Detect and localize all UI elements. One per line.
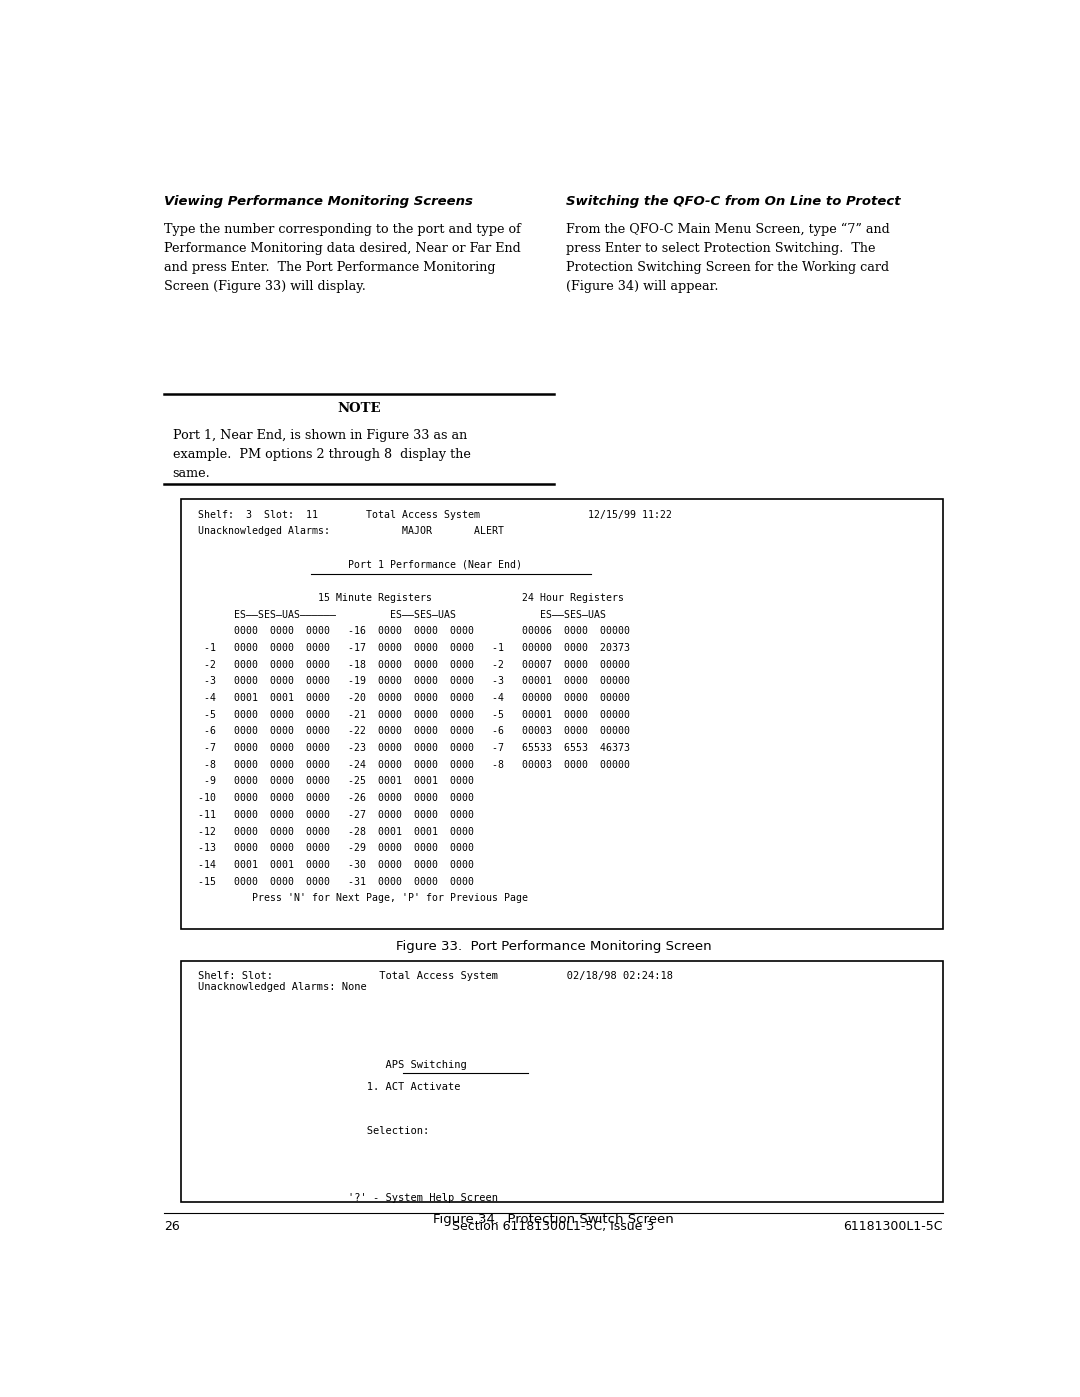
Text: Port 1, Near End, is shown in Figure 33 as an
example.  PM options 2 through 8  : Port 1, Near End, is shown in Figure 33 …: [173, 429, 471, 481]
FancyBboxPatch shape: [181, 961, 943, 1203]
Text: -6   0000  0000  0000   -22  0000  0000  0000   -6   00003  0000  00000: -6 0000 0000 0000 -22 0000 0000 0000 -6 …: [198, 726, 630, 736]
Text: -9   0000  0000  0000   -25  0001  0001  0000: -9 0000 0000 0000 -25 0001 0001 0000: [198, 777, 474, 787]
Text: Viewing Performance Monitoring Screens: Viewing Performance Monitoring Screens: [164, 194, 473, 208]
Text: -14   0001  0001  0000   -30  0000  0000  0000: -14 0001 0001 0000 -30 0000 0000 0000: [198, 859, 474, 870]
Text: From the QFO-C Main Menu Screen, type “7” and
press Enter to select Protection S: From the QFO-C Main Menu Screen, type “7…: [566, 222, 890, 293]
Text: Figure 33.  Port Performance Monitoring Screen: Figure 33. Port Performance Monitoring S…: [395, 940, 712, 953]
Text: 26: 26: [164, 1220, 180, 1232]
Text: Port 1 Performance (Near End): Port 1 Performance (Near End): [198, 560, 522, 570]
Text: -10   0000  0000  0000   -26  0000  0000  0000: -10 0000 0000 0000 -26 0000 0000 0000: [198, 793, 474, 803]
Text: -5   0000  0000  0000   -21  0000  0000  0000   -5   00001  0000  00000: -5 0000 0000 0000 -21 0000 0000 0000 -5 …: [198, 710, 630, 719]
Text: -7   0000  0000  0000   -23  0000  0000  0000   -7   65533  6553  46373: -7 0000 0000 0000 -23 0000 0000 0000 -7 …: [198, 743, 630, 753]
Text: Unacknowledged Alarms:            MAJOR       ALERT: Unacknowledged Alarms: MAJOR ALERT: [198, 527, 503, 536]
Text: 61181300L1-5C: 61181300L1-5C: [843, 1220, 943, 1232]
Text: Shelf: Slot:                 Total Access System           02/18/98 02:24:18: Shelf: Slot: Total Access System 02/18/9…: [198, 971, 673, 981]
Text: ES——SES—UAS——————         ES——SES—UAS              ES——SES—UAS: ES——SES—UAS—————— ES——SES—UAS ES——SES—UA…: [198, 609, 606, 620]
Text: 15 Minute Registers               24 Hour Registers: 15 Minute Registers 24 Hour Registers: [198, 594, 624, 604]
Text: -4   0001  0001  0000   -20  0000  0000  0000   -4   00000  0000  00000: -4 0001 0001 0000 -20 0000 0000 0000 -4 …: [198, 693, 630, 703]
Text: -12   0000  0000  0000   -28  0001  0001  0000: -12 0000 0000 0000 -28 0001 0001 0000: [198, 827, 474, 837]
Text: Figure 34.  Protection Switch Screen: Figure 34. Protection Switch Screen: [433, 1213, 674, 1227]
Text: NOTE: NOTE: [337, 402, 380, 415]
Text: Section 61181300L1-5C, Issue 3: Section 61181300L1-5C, Issue 3: [453, 1220, 654, 1232]
Text: -2   0000  0000  0000   -18  0000  0000  0000   -2   00007  0000  00000: -2 0000 0000 0000 -18 0000 0000 0000 -2 …: [198, 659, 630, 669]
Text: Switching the QFO-C from On Line to Protect: Switching the QFO-C from On Line to Prot…: [566, 194, 901, 208]
Text: -3   0000  0000  0000   -19  0000  0000  0000   -3   00001  0000  00000: -3 0000 0000 0000 -19 0000 0000 0000 -3 …: [198, 676, 630, 686]
Text: Selection:: Selection:: [198, 1126, 429, 1136]
Text: Press 'N' for Next Page, 'P' for Previous Page: Press 'N' for Next Page, 'P' for Previou…: [198, 893, 528, 904]
Text: 0000  0000  0000   -16  0000  0000  0000        00006  0000  00000: 0000 0000 0000 -16 0000 0000 0000 00006 …: [198, 626, 630, 637]
Text: -15   0000  0000  0000   -31  0000  0000  0000: -15 0000 0000 0000 -31 0000 0000 0000: [198, 876, 474, 887]
Text: Type the number corresponding to the port and type of
Performance Monitoring dat: Type the number corresponding to the por…: [164, 222, 522, 292]
Text: APS Switching: APS Switching: [198, 1060, 467, 1070]
Text: 1. ACT Activate: 1. ACT Activate: [198, 1083, 460, 1092]
Text: -11   0000  0000  0000   -27  0000  0000  0000: -11 0000 0000 0000 -27 0000 0000 0000: [198, 810, 474, 820]
Text: Shelf:  3  Slot:  11        Total Access System                  12/15/99 11:22: Shelf: 3 Slot: 11 Total Access System 12…: [198, 510, 672, 520]
Text: -13   0000  0000  0000   -29  0000  0000  0000: -13 0000 0000 0000 -29 0000 0000 0000: [198, 844, 474, 854]
Text: -1   0000  0000  0000   -17  0000  0000  0000   -1   00000  0000  20373: -1 0000 0000 0000 -17 0000 0000 0000 -1 …: [198, 643, 630, 652]
Text: Unacknowledged Alarms: None: Unacknowledged Alarms: None: [198, 982, 366, 992]
Text: '?' - System Help Screen: '?' - System Help Screen: [198, 1193, 498, 1203]
FancyBboxPatch shape: [181, 499, 943, 929]
Text: -8   0000  0000  0000   -24  0000  0000  0000   -8   00003  0000  00000: -8 0000 0000 0000 -24 0000 0000 0000 -8 …: [198, 760, 630, 770]
